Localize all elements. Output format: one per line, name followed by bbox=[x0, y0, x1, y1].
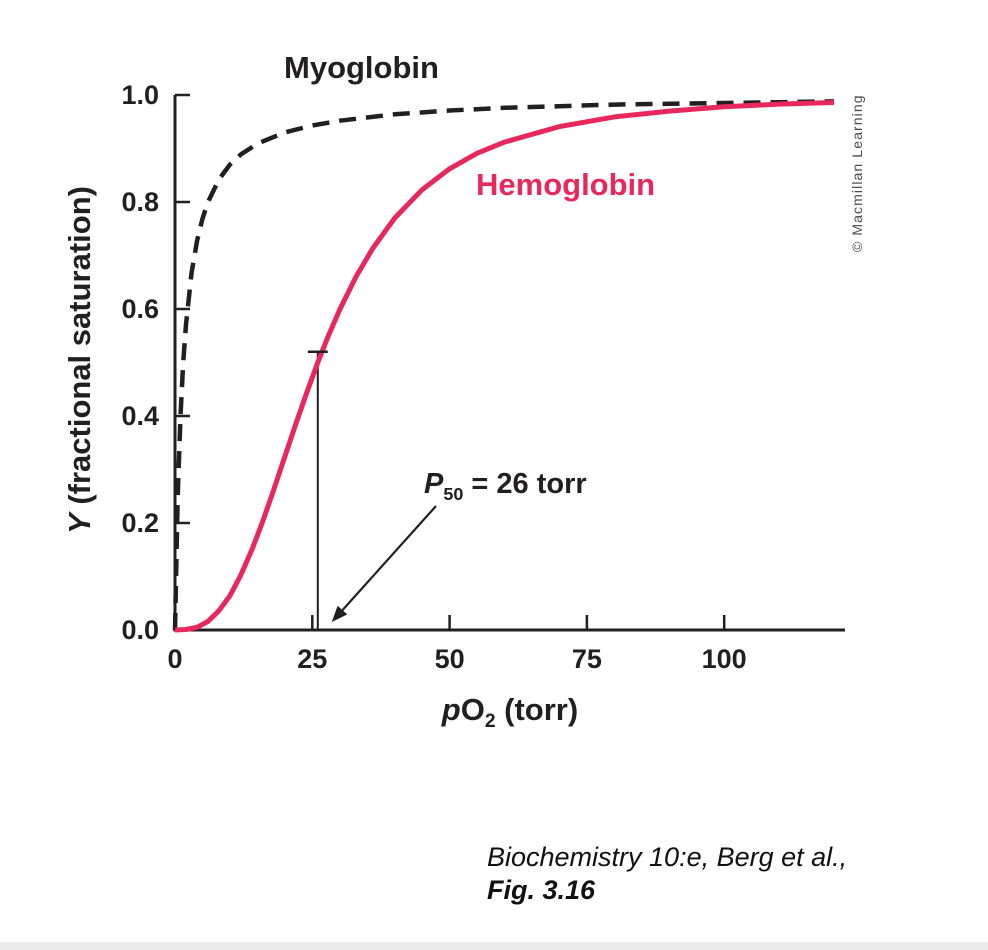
x-tick-label: 50 bbox=[435, 644, 465, 674]
y-tick-label: 0.6 bbox=[121, 294, 159, 324]
x-axis-unit-text: (torr) bbox=[495, 692, 579, 727]
y-axis-title: Y (fractional saturation) bbox=[62, 80, 98, 640]
hemoglobin-curve bbox=[174, 100, 835, 633]
p50-arrow-line bbox=[341, 505, 437, 611]
y-tick-label: 1.0 bbox=[121, 80, 159, 110]
x-axis-symbol: p bbox=[441, 692, 461, 727]
figure-caption: Biochemistry 10:e, Berg et al., Fig. 3.1… bbox=[487, 841, 847, 907]
caption-source-line: Biochemistry 10:e, Berg et al., bbox=[487, 842, 848, 872]
publisher-credit: © Macmillan Learning bbox=[849, 94, 865, 252]
x-axis-subscript: 2 bbox=[484, 711, 496, 733]
myoglobin-curve bbox=[172, 99, 835, 631]
saturation-chart: 0.0 0.2 0.4 0.6 0.8 1.0 0 25 50 75 100 bbox=[121, 80, 845, 674]
y-axis-symbol: Y bbox=[62, 513, 97, 534]
x-tick-label: 0 bbox=[167, 644, 182, 674]
y-tick-label: 0.2 bbox=[121, 508, 159, 538]
p50-symbol: P bbox=[424, 468, 444, 500]
y-tick-label: 0.0 bbox=[121, 615, 159, 645]
p50-annotation-label: P50 = 26 torr bbox=[424, 468, 587, 505]
myoglobin-curve-label: Myoglobin bbox=[284, 50, 439, 85]
x-tick-label: 25 bbox=[297, 644, 327, 674]
x-axis-title: pO2 (torr) bbox=[330, 692, 690, 733]
caption-figure-number: Fig. 3.16 bbox=[487, 874, 596, 905]
p50-arrow-head bbox=[331, 605, 348, 622]
y-axis-title-text: (fractional saturation) bbox=[62, 186, 97, 514]
p50-subscript: 50 bbox=[443, 483, 464, 504]
p50-value-text: = 26 torr bbox=[463, 468, 587, 500]
x-axis-main-text: O bbox=[460, 692, 485, 727]
y-tick-label: 0.4 bbox=[121, 401, 159, 431]
y-tick-label: 0.8 bbox=[121, 187, 159, 217]
hemoglobin-curve-label: Hemoglobin bbox=[476, 167, 656, 202]
x-tick-label: 100 bbox=[702, 644, 747, 674]
x-tick-label: 75 bbox=[572, 644, 602, 674]
bottom-edge-strip bbox=[0, 942, 988, 950]
